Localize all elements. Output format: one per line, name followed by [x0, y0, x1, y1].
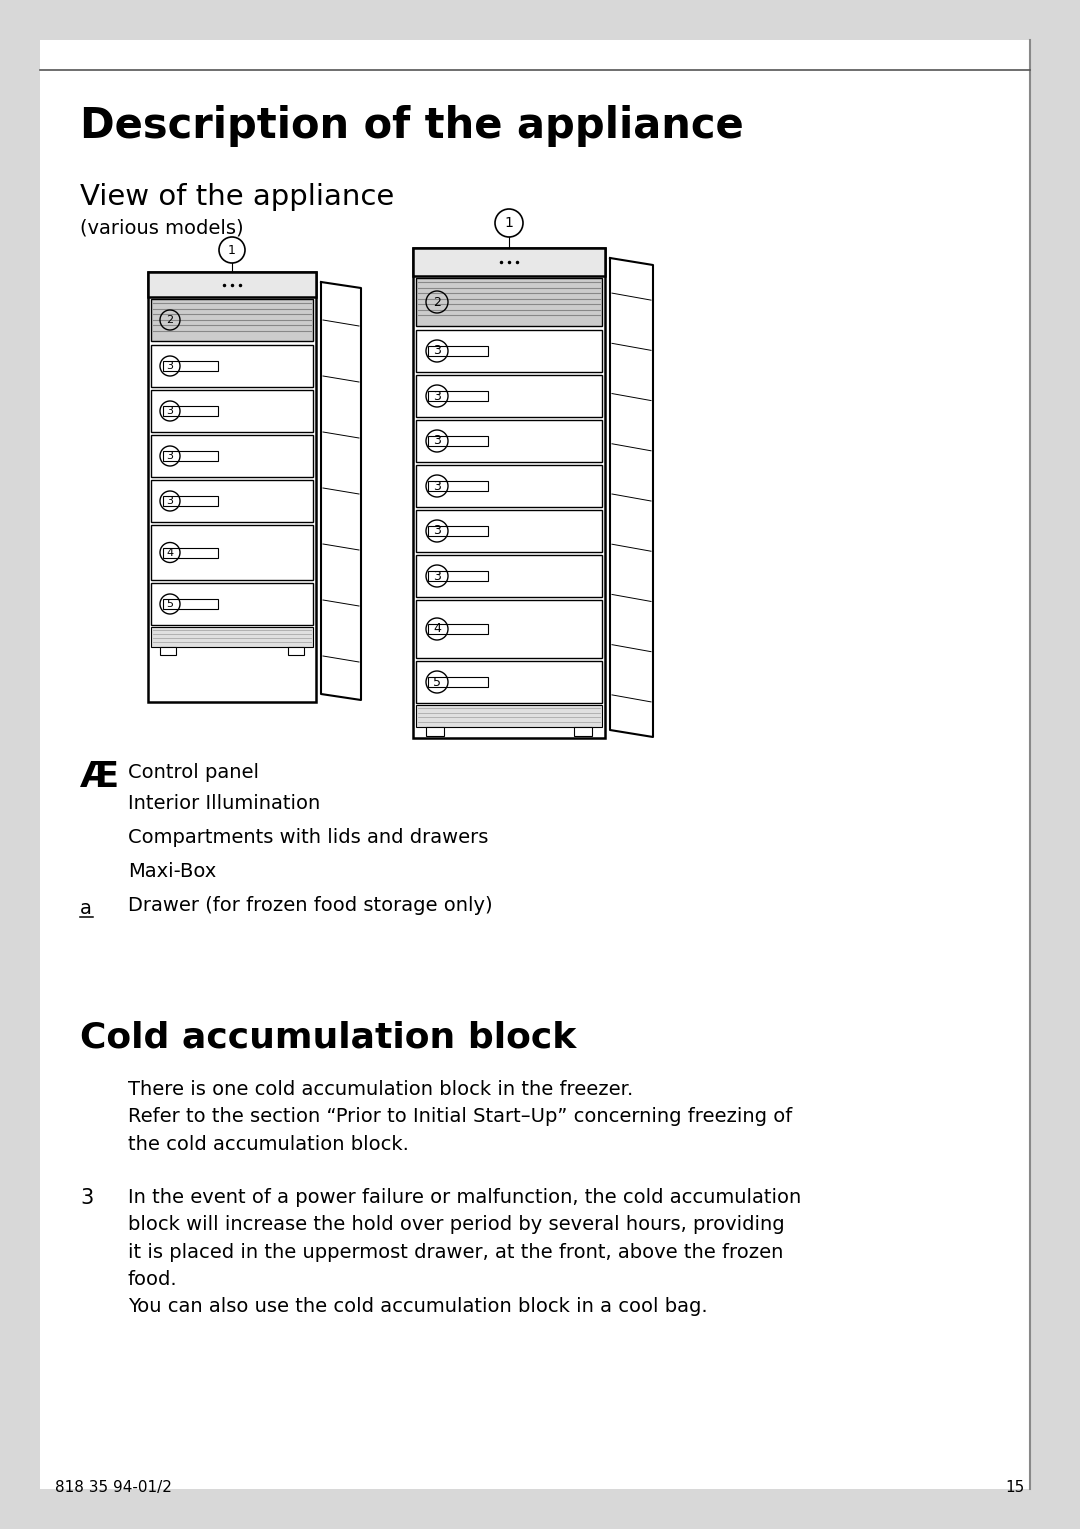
Bar: [148, 272, 316, 702]
Bar: [428, 482, 488, 491]
Bar: [428, 526, 488, 537]
Bar: [163, 495, 218, 506]
Text: 3: 3: [80, 1188, 93, 1208]
Text: 5: 5: [433, 676, 441, 688]
Text: 1: 1: [504, 216, 513, 229]
Text: 3: 3: [166, 495, 174, 506]
Text: 3: 3: [433, 480, 441, 492]
Bar: [416, 375, 602, 417]
Text: Compartments with lids and drawers: Compartments with lids and drawers: [129, 829, 488, 847]
Text: 4: 4: [166, 547, 174, 558]
Text: Æ: Æ: [80, 760, 119, 794]
Bar: [163, 361, 218, 372]
Bar: [416, 599, 602, 657]
Bar: [151, 346, 313, 387]
Bar: [416, 705, 602, 726]
Text: There is one cold accumulation block in the freezer.
Refer to the section “Prior: There is one cold accumulation block in …: [129, 1079, 793, 1153]
Bar: [151, 300, 313, 341]
Bar: [416, 278, 602, 326]
Polygon shape: [610, 258, 653, 737]
Bar: [428, 570, 488, 581]
Bar: [151, 627, 313, 647]
Text: Control panel: Control panel: [129, 763, 259, 781]
Text: 818 35 94-01/2: 818 35 94-01/2: [55, 1480, 172, 1495]
Text: 2: 2: [433, 295, 441, 309]
Bar: [416, 330, 602, 372]
Bar: [428, 436, 488, 446]
Text: 3: 3: [433, 390, 441, 402]
Text: Interior Illumination: Interior Illumination: [129, 794, 321, 813]
Bar: [148, 272, 316, 297]
Bar: [426, 726, 444, 735]
Text: 3: 3: [166, 451, 174, 462]
Bar: [163, 547, 218, 558]
Text: 5: 5: [166, 599, 174, 609]
Text: 15: 15: [1005, 1480, 1025, 1495]
Bar: [151, 583, 313, 625]
Bar: [416, 511, 602, 552]
Bar: [428, 346, 488, 356]
Text: 3: 3: [433, 344, 441, 358]
Text: Maxi-Box: Maxi-Box: [129, 862, 216, 881]
Text: 3: 3: [166, 407, 174, 416]
Bar: [428, 624, 488, 635]
Text: (various models): (various models): [80, 219, 244, 237]
Text: 1: 1: [228, 243, 235, 257]
Text: Cold accumulation block: Cold accumulation block: [80, 1020, 577, 1053]
Bar: [288, 647, 303, 654]
Bar: [416, 420, 602, 462]
Bar: [416, 661, 602, 703]
Bar: [163, 599, 218, 609]
Text: In the event of a power failure or malfunction, the cold accumulation
block will: In the event of a power failure or malfu…: [129, 1188, 801, 1316]
Bar: [428, 677, 488, 687]
Text: Description of the appliance: Description of the appliance: [80, 106, 744, 147]
Text: View of the appliance: View of the appliance: [80, 183, 394, 211]
Text: 3: 3: [433, 569, 441, 583]
Bar: [413, 248, 605, 277]
Polygon shape: [321, 281, 361, 700]
Text: 3: 3: [166, 361, 174, 372]
Text: 2: 2: [166, 315, 174, 326]
Bar: [416, 465, 602, 508]
Bar: [163, 407, 218, 416]
Text: 4: 4: [433, 622, 441, 636]
Bar: [163, 451, 218, 462]
Bar: [160, 647, 176, 654]
Text: a: a: [80, 899, 92, 917]
Bar: [413, 248, 605, 739]
Bar: [151, 524, 313, 579]
Bar: [428, 391, 488, 401]
Bar: [573, 726, 592, 735]
Text: 3: 3: [433, 434, 441, 448]
Bar: [151, 390, 313, 433]
Text: 3: 3: [433, 524, 441, 538]
Bar: [151, 480, 313, 521]
Bar: [416, 555, 602, 596]
Text: Drawer (for frozen food storage only): Drawer (for frozen food storage only): [129, 896, 492, 914]
Bar: [151, 434, 313, 477]
